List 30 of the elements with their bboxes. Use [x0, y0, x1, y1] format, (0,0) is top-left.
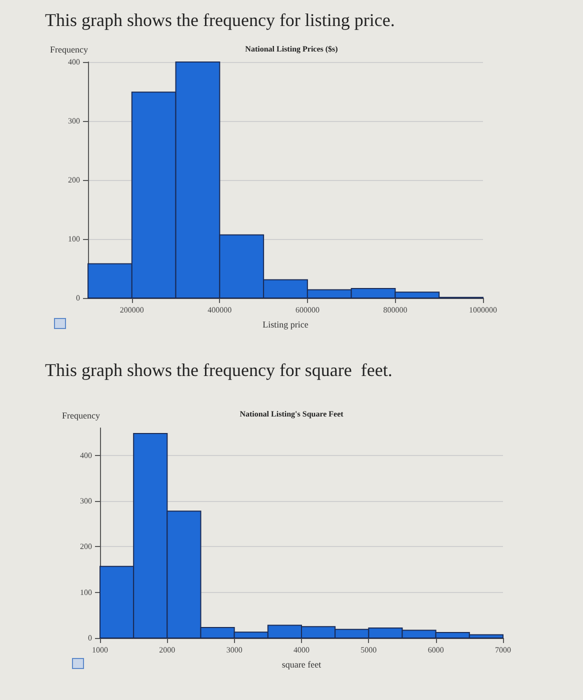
y-tick-label: 100 [68, 234, 80, 244]
y-tick-label: 200 [68, 176, 80, 184]
x-tick-label: 1000 [92, 646, 108, 654]
x-tick-label: 400000 [208, 306, 232, 314]
x-tick-label: 1000000 [469, 306, 497, 314]
x-tick-label: 5000 [360, 646, 377, 654]
x-tick-label: 7000 [495, 646, 511, 654]
x-tick-label: 3000 [226, 646, 242, 654]
x-tick-label: 600000 [295, 306, 320, 314]
y-tick-label: 400 [68, 58, 80, 66]
y-axis-title: Frequency [62, 410, 100, 420]
x-tick-label: 2000 [159, 646, 176, 654]
y-tick-label: 400 [80, 450, 92, 460]
y-tick-label: 300 [80, 496, 92, 506]
x-tick-label: 200000 [120, 306, 144, 314]
y-tick-label: 100 [80, 588, 92, 597]
y-tick-label: 0 [76, 294, 80, 302]
x-axis-title: square feet [282, 660, 322, 670]
y-tick-label: 200 [80, 542, 92, 552]
chart-title: This graph shows the frequency for square feet. [45, 360, 392, 380]
x-tick-label: 4000 [294, 646, 310, 654]
chart-subtitle: National Listing's Square Feet [240, 410, 344, 418]
y-axis-title: Frequency [50, 44, 88, 54]
chart-title: This graph shows the frequency for listing price. [45, 10, 395, 30]
x-tick-label: 800000 [383, 306, 408, 314]
y-tick-label: 0 [88, 634, 92, 642]
chart-subtitle: National Listing Prices ($s) [245, 44, 338, 54]
x-axis-title: Listing price [262, 320, 308, 330]
y-tick-label: 300 [68, 116, 80, 126]
x-tick-label: 6000 [428, 646, 444, 654]
